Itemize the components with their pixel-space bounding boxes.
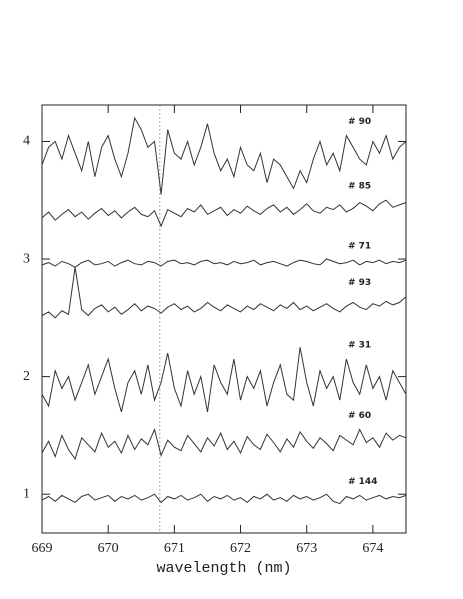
x-tick-label: 674: [362, 541, 383, 556]
series-label: # 93: [348, 278, 371, 288]
spectrum-line: [41, 116, 407, 195]
spectrum-line: [41, 199, 407, 228]
x-tick-label: 669: [32, 541, 53, 556]
spectrum-line: [41, 267, 407, 319]
y-tick-label: 2: [23, 369, 30, 384]
y-tick-label: 1: [23, 486, 30, 501]
y-tick-label: 4: [23, 134, 30, 149]
series-label: # 144: [348, 477, 377, 487]
y-tick-label: 3: [23, 251, 30, 266]
spectrum-line: [41, 258, 407, 268]
x-tick-label: 673: [296, 541, 317, 556]
series-label: # 90: [348, 117, 371, 127]
x-tick-label: 671: [164, 541, 185, 556]
spectrum-line: [41, 427, 407, 461]
x-tick-label: 670: [98, 541, 119, 556]
x-tick-label: 672: [230, 541, 251, 556]
spectrum-line: [41, 493, 407, 505]
x-axis-label: wavelength (nm): [156, 560, 291, 577]
series-label: # 60: [348, 411, 371, 421]
series-label: # 85: [348, 182, 371, 192]
plot-frame: [41, 104, 407, 534]
spectrum-line: [41, 347, 407, 413]
series-label: # 31: [348, 340, 371, 350]
series-label: # 71: [348, 242, 371, 252]
